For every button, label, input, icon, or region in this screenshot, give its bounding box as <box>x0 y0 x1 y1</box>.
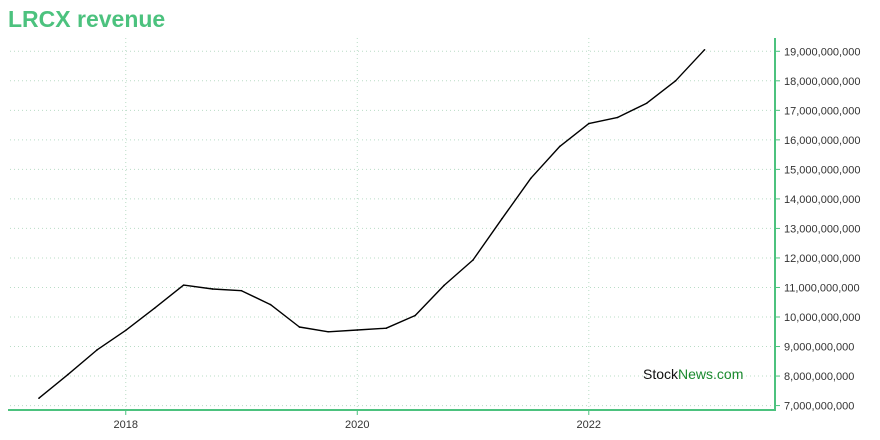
data-point <box>240 289 243 292</box>
watermark-stock: Stock <box>643 366 679 382</box>
y-tick-label: 8,000,000,000 <box>784 371 854 383</box>
data-point <box>38 397 40 399</box>
data-point <box>559 145 561 148</box>
data-point <box>587 122 590 125</box>
y-tick-label: 19,000,000,000 <box>784 46 860 58</box>
y-tick-label: 17,000,000,000 <box>784 105 860 117</box>
y-axis-ticks: 7,000,000,000 8,000,000,000 9,000,000,000 1… <box>775 46 860 413</box>
data-point <box>327 330 330 333</box>
data-point <box>124 329 127 332</box>
chart-axes <box>8 38 776 411</box>
x-tick-label: 2020 <box>345 419 369 431</box>
x-axis-ticks: 2018 2020 2022 <box>114 410 601 431</box>
y-tick-label: 16,000,000,000 <box>784 135 860 147</box>
data-point <box>153 307 156 309</box>
data-point <box>67 373 69 376</box>
y-tick-label: 13,000,000,000 <box>784 223 860 235</box>
data-point <box>472 259 474 261</box>
x-tick-label: 2022 <box>577 419 601 431</box>
y-tick-label: 11,000,000,000 <box>784 282 860 294</box>
data-point <box>269 303 272 306</box>
data-point <box>298 326 301 328</box>
data-point <box>356 329 359 331</box>
y-tick-label: 14,000,000,000 <box>784 194 860 206</box>
y-tick-label: 9,000,000,000 <box>784 342 854 354</box>
revenue-line <box>38 49 706 399</box>
data-point <box>674 80 677 82</box>
data-point <box>211 288 214 290</box>
watermark: StockNews.com <box>643 366 743 382</box>
grid-lines <box>10 38 774 410</box>
y-tick-label: 18,000,000,000 <box>784 76 860 88</box>
y-tick-label: 10,000,000,000 <box>784 312 860 324</box>
data-point <box>385 327 388 330</box>
watermark-news: News <box>678 366 713 382</box>
series-group <box>38 49 706 399</box>
data-point <box>96 349 98 351</box>
x-tick-label: 2018 <box>114 419 138 431</box>
chart-title: LRCX revenue <box>8 6 166 32</box>
data-point <box>703 49 706 51</box>
data-point <box>616 116 619 119</box>
data-point <box>414 314 416 317</box>
data-point <box>501 217 503 220</box>
data-point <box>645 102 648 105</box>
y-tick-label: 12,000,000,000 <box>784 253 860 265</box>
data-point <box>443 284 445 287</box>
watermark-domain: .com <box>713 366 743 382</box>
y-tick-label: 7,000,000,000 <box>784 401 854 413</box>
y-tick-label: 15,000,000,000 <box>784 164 860 176</box>
data-point <box>530 177 532 180</box>
data-point <box>182 284 185 286</box>
